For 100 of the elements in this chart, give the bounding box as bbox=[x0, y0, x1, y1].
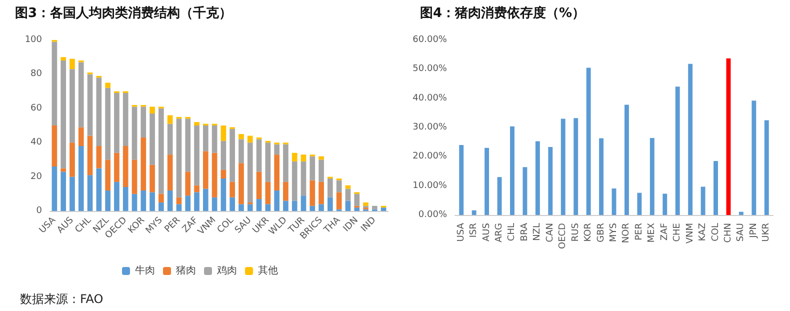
bar bbox=[283, 200, 288, 211]
bar bbox=[122, 93, 128, 146]
x-tick-label: KAZ bbox=[698, 223, 708, 242]
bar bbox=[52, 126, 58, 167]
x-tick-label: VNM bbox=[685, 223, 696, 244]
bar bbox=[752, 100, 756, 215]
bar bbox=[96, 78, 102, 146]
legend-label: 其他 bbox=[258, 264, 278, 276]
bar bbox=[726, 58, 731, 215]
bar bbox=[310, 180, 316, 206]
bar bbox=[310, 156, 316, 180]
bar bbox=[230, 197, 236, 211]
bar bbox=[158, 108, 164, 194]
bar bbox=[336, 192, 342, 210]
bar bbox=[535, 141, 540, 215]
bar bbox=[238, 139, 244, 164]
bar bbox=[256, 172, 262, 200]
bar bbox=[52, 42, 58, 126]
bar bbox=[87, 175, 93, 211]
x-tick-label: GBR bbox=[596, 223, 606, 242]
bar bbox=[150, 164, 155, 192]
chart-title: 图4：猪肉消费依存度（%） bbox=[420, 5, 586, 21]
bar bbox=[510, 126, 514, 215]
y-tick-label: 60 bbox=[30, 103, 42, 114]
bar bbox=[167, 115, 173, 124]
bar bbox=[650, 138, 654, 215]
y-tick-label: 100 bbox=[24, 35, 42, 45]
bar bbox=[247, 204, 253, 211]
x-tick-label: CHE bbox=[672, 222, 683, 242]
y-tick-label: 60.00% bbox=[412, 35, 448, 45]
bar bbox=[150, 192, 155, 211]
bar bbox=[194, 192, 200, 211]
x-tick-label: SAU bbox=[736, 223, 746, 242]
bar bbox=[140, 137, 146, 190]
x-tick-label: COL bbox=[216, 215, 236, 236]
bar bbox=[265, 182, 271, 204]
bar bbox=[560, 118, 566, 215]
bar bbox=[300, 154, 306, 162]
bar bbox=[714, 161, 718, 215]
x-tick-label: PER bbox=[163, 215, 183, 235]
bar bbox=[150, 106, 155, 114]
bar bbox=[328, 178, 333, 198]
bar bbox=[52, 166, 58, 211]
bar bbox=[105, 190, 110, 211]
x-tick-label: IDN bbox=[342, 215, 360, 234]
bar bbox=[158, 194, 164, 202]
bar bbox=[70, 69, 75, 143]
y-tick-label: 40 bbox=[30, 138, 42, 148]
bar bbox=[70, 58, 75, 70]
chart-title: 图3：各国人均肉类消费结构（千克） bbox=[15, 5, 232, 21]
bar bbox=[114, 152, 120, 182]
bar bbox=[292, 152, 298, 162]
legend-label: 鸡肉 bbox=[216, 266, 237, 276]
x-tick-label: USA bbox=[38, 214, 59, 236]
bar bbox=[548, 147, 553, 215]
bar bbox=[185, 196, 191, 211]
x-tick-label: JPN bbox=[748, 223, 759, 239]
bar bbox=[87, 136, 93, 176]
bar bbox=[220, 178, 226, 211]
bar bbox=[380, 208, 386, 211]
bar bbox=[60, 60, 66, 168]
bar bbox=[363, 202, 368, 206]
y-tick-label: 40.00% bbox=[412, 93, 448, 104]
bar bbox=[78, 62, 84, 128]
bar bbox=[256, 139, 262, 172]
bar bbox=[318, 160, 324, 182]
bar bbox=[194, 126, 200, 186]
bar bbox=[688, 64, 693, 215]
source-note: 数据来源：FAO bbox=[20, 292, 104, 306]
x-tick-label: MYS bbox=[609, 222, 619, 242]
bar bbox=[612, 188, 616, 215]
bar bbox=[372, 206, 378, 210]
bar bbox=[114, 182, 120, 211]
y-tick-label: 20.00% bbox=[412, 152, 448, 162]
bar bbox=[238, 204, 244, 211]
x-tick-label: BRA bbox=[520, 222, 530, 242]
bar bbox=[140, 190, 146, 211]
bar bbox=[78, 127, 84, 146]
bar bbox=[318, 156, 324, 160]
bar bbox=[662, 194, 668, 215]
bar bbox=[78, 146, 84, 211]
y-tick-label: 10.00% bbox=[412, 180, 448, 191]
bar bbox=[484, 148, 490, 215]
bar bbox=[274, 154, 280, 190]
bar bbox=[122, 187, 128, 211]
bar bbox=[105, 82, 110, 88]
bar bbox=[700, 186, 706, 215]
bar bbox=[132, 106, 138, 160]
x-tick-label: ISR bbox=[469, 223, 480, 238]
x-tick-label: MEX bbox=[647, 223, 658, 243]
y-tick-label: 0.00% bbox=[418, 210, 448, 220]
x-tick-label: CHL bbox=[74, 215, 94, 236]
bar bbox=[574, 118, 578, 215]
bar bbox=[158, 202, 164, 211]
bar bbox=[105, 88, 110, 160]
x-tick-label: IND bbox=[360, 215, 378, 234]
bar bbox=[122, 146, 128, 188]
x-tick-label: KOR bbox=[584, 223, 594, 242]
bar bbox=[185, 118, 191, 172]
bar bbox=[328, 197, 333, 211]
